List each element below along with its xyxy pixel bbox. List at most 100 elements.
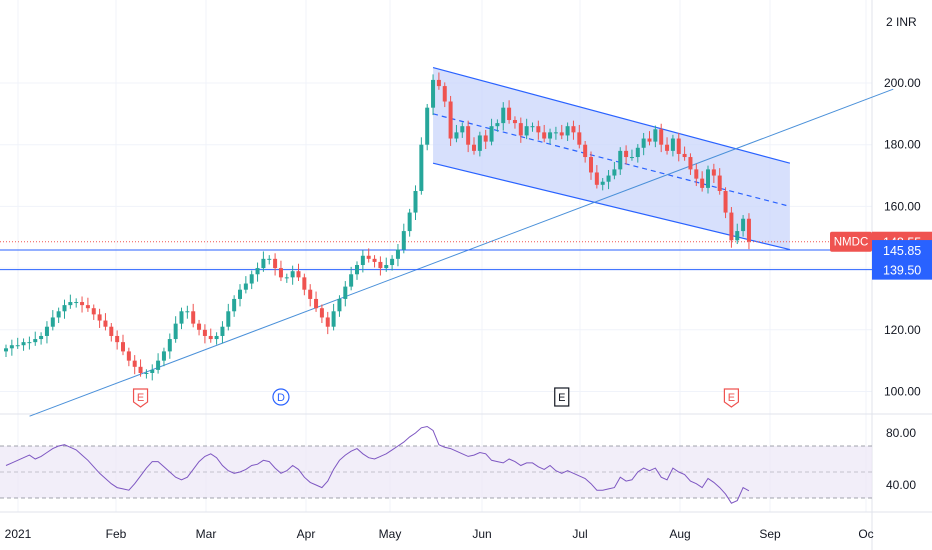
candle[interactable] [454,124,459,143]
candle[interactable] [489,118,494,146]
candle[interactable] [612,161,617,180]
candle[interactable] [161,347,166,367]
candle[interactable] [536,120,541,140]
candle[interactable] [80,296,85,313]
candle[interactable] [343,281,348,307]
candle[interactable] [349,266,354,291]
candle[interactable] [483,129,488,150]
candle[interactable] [629,149,634,161]
candle[interactable] [372,255,377,268]
candle[interactable] [68,294,73,309]
candle[interactable] [542,124,547,143]
candle[interactable] [530,122,535,132]
candle[interactable] [167,333,172,359]
candle[interactable] [436,72,441,90]
candle[interactable] [688,153,693,175]
candle[interactable] [706,165,710,194]
candle[interactable] [325,311,330,335]
candle[interactable] [50,310,55,331]
candle[interactable] [132,355,137,375]
candle[interactable] [109,323,114,342]
candle[interactable] [495,119,500,132]
candle[interactable] [448,95,453,146]
candle[interactable] [126,347,131,367]
event-marker-D[interactable]: D [272,388,290,406]
event-marker-E[interactable]: E [554,387,570,407]
candle[interactable] [524,118,529,140]
candle[interactable] [559,124,564,140]
candle[interactable] [208,328,213,343]
candles-layer[interactable] [4,72,751,381]
candle[interactable] [413,185,418,220]
candle[interactable] [407,208,412,237]
candle[interactable] [401,223,406,254]
candle[interactable] [512,116,517,129]
candle[interactable] [589,151,593,180]
candle[interactable] [33,331,38,346]
candle[interactable] [197,319,202,336]
candle[interactable] [267,255,272,265]
candle[interactable] [15,337,20,349]
candle[interactable] [431,74,436,116]
candle[interactable] [21,338,26,351]
candle[interactable] [565,122,570,141]
candle[interactable] [115,330,120,350]
candle[interactable] [173,316,178,343]
candle[interactable] [577,124,582,149]
candle[interactable] [717,168,722,195]
candle[interactable] [729,207,734,248]
candle[interactable] [390,255,395,271]
candle[interactable] [9,339,14,356]
candle[interactable] [746,213,751,250]
candle[interactable] [735,223,740,245]
rsi-axis[interactable]: 40.00 80.00 [886,426,916,492]
candle[interactable] [202,324,207,344]
candle[interactable] [62,299,67,319]
candle[interactable] [741,215,746,237]
candle[interactable] [91,304,96,320]
candle[interactable] [472,137,476,155]
candle[interactable] [226,303,231,331]
candle[interactable] [460,122,465,138]
candle[interactable] [255,262,260,282]
candle[interactable] [384,257,389,272]
candle[interactable] [273,253,278,276]
candle[interactable] [156,353,161,374]
candle[interactable] [27,336,32,350]
candle[interactable] [39,332,44,345]
currency-header[interactable]: 2 INR [886,15,917,29]
candle[interactable] [647,131,652,146]
candle[interactable] [121,334,125,356]
candle[interactable] [553,126,558,140]
candle[interactable] [284,273,289,283]
candle[interactable] [665,137,670,155]
candle[interactable] [4,344,8,357]
candle[interactable] [56,307,61,324]
candle[interactable] [150,364,155,381]
candle[interactable] [261,251,266,272]
candle[interactable] [185,305,190,319]
candle[interactable] [711,163,716,183]
candle[interactable] [103,313,108,331]
candle[interactable] [243,276,248,294]
candle[interactable] [249,270,254,290]
candle[interactable] [548,128,553,145]
event-marker-E[interactable]: E [723,388,739,408]
candle[interactable] [366,248,371,263]
candle[interactable] [700,171,705,192]
candle[interactable] [518,117,523,143]
candle[interactable] [635,144,640,163]
candle[interactable] [319,304,324,324]
candle[interactable] [583,140,588,163]
candle[interactable] [653,125,658,148]
candle[interactable] [419,137,424,195]
candle[interactable] [641,132,646,156]
candle[interactable] [723,187,728,219]
candle[interactable] [296,263,301,282]
candle[interactable] [682,146,687,161]
candle[interactable] [600,178,605,191]
event-marker-E[interactable]: E [132,388,149,408]
candle[interactable] [477,131,482,157]
candle[interactable] [278,260,283,282]
